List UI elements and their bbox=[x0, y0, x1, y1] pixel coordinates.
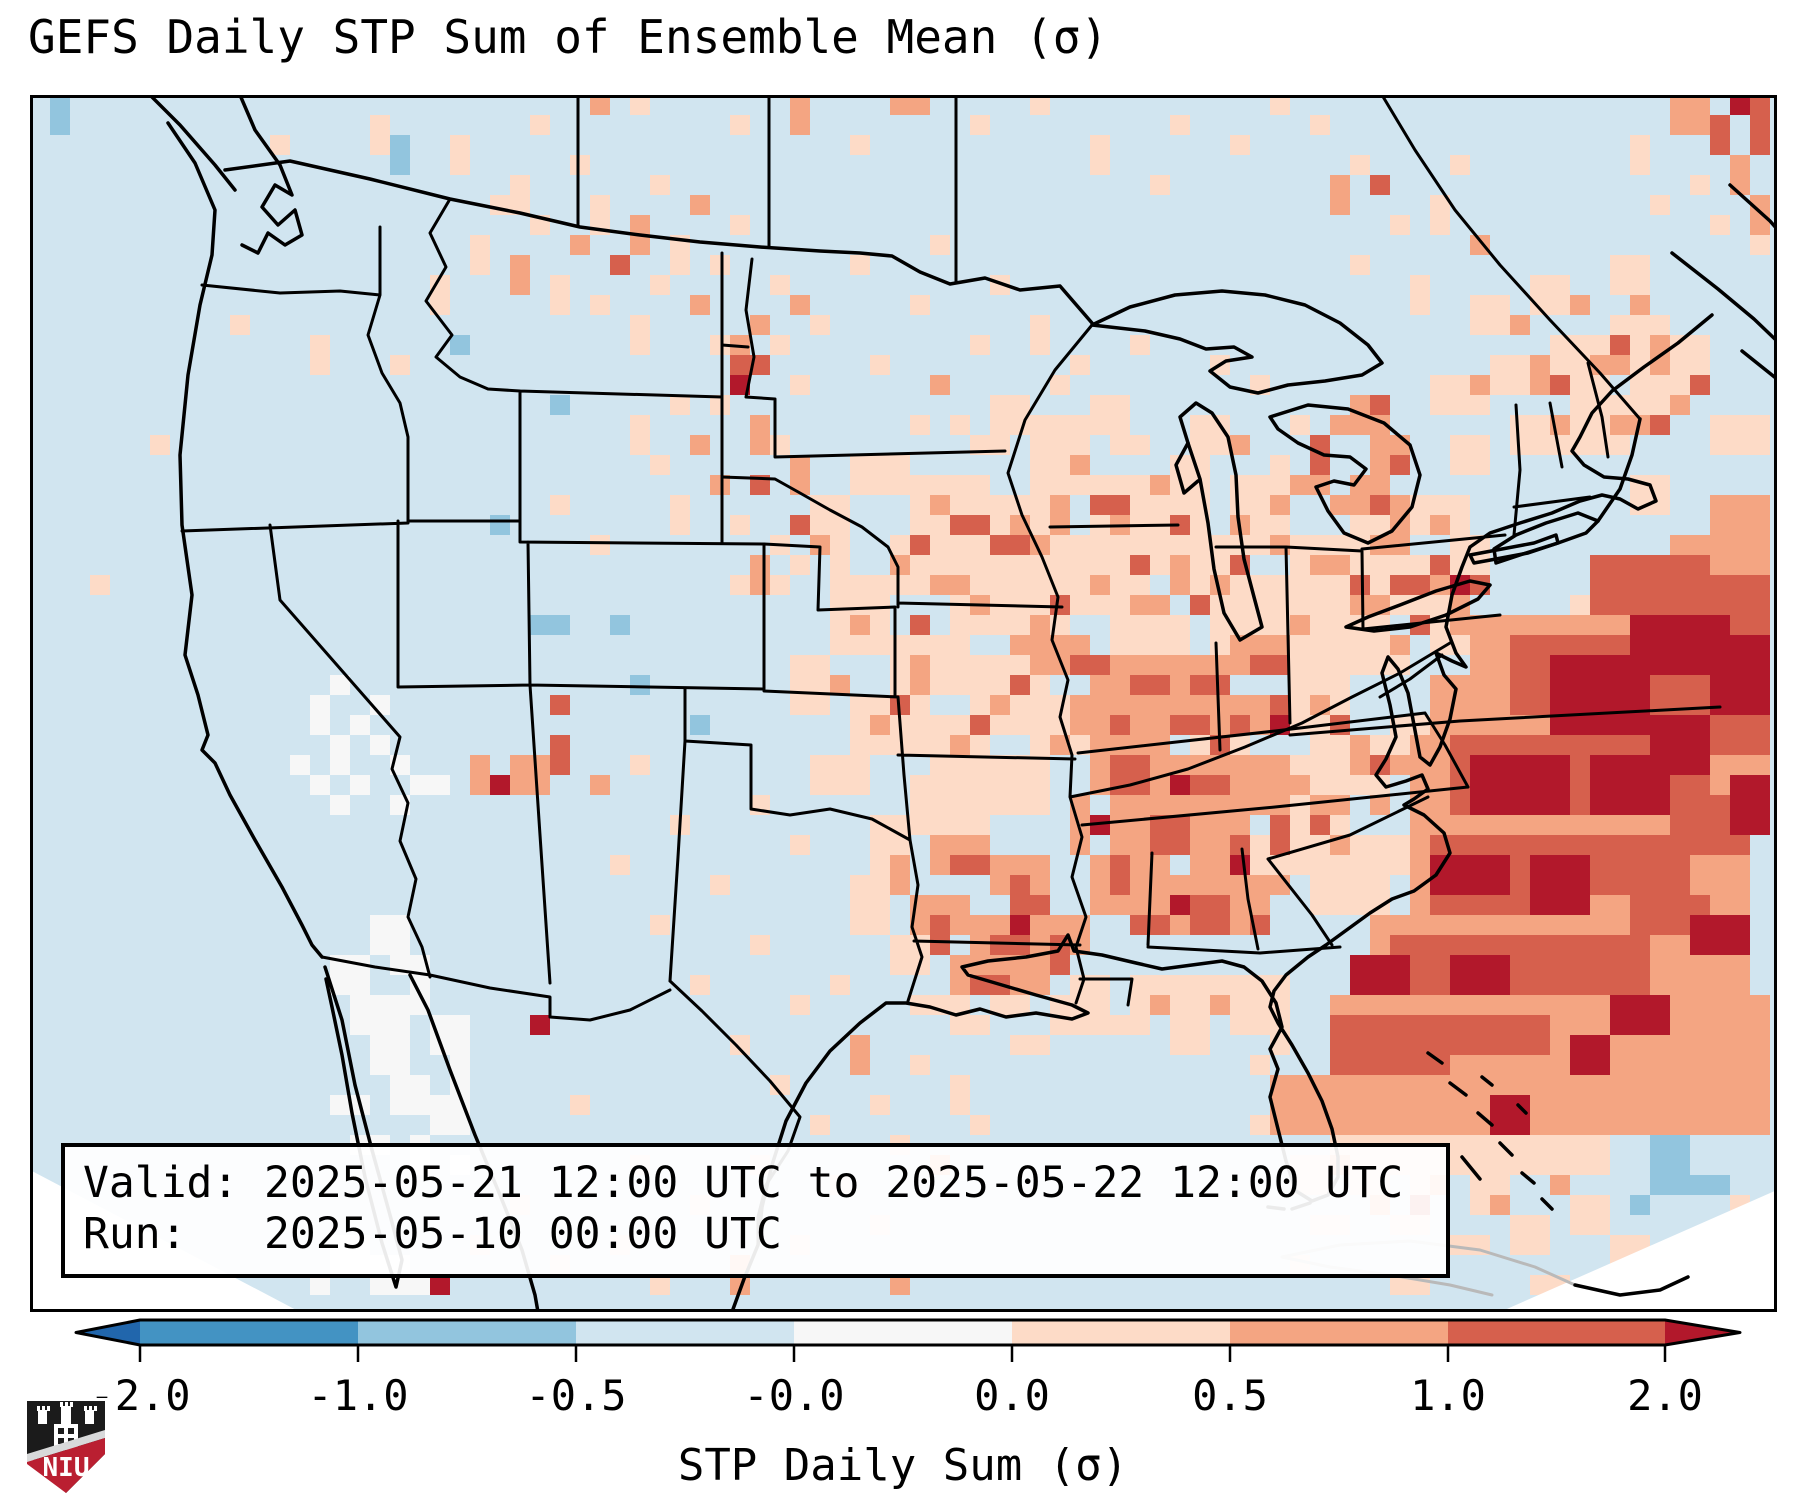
vancouver-island bbox=[148, 93, 237, 192]
colorbar: -2.0 -1.0 -0.5 -0.0 0.0 0.5 1.0 2.0 STP … bbox=[74, 1318, 1742, 1491]
cuba-outline-east bbox=[1573, 1275, 1690, 1297]
mexico-border bbox=[320, 955, 672, 1022]
atlantic-gulf-coast bbox=[730, 313, 1714, 1314]
colorbar-seg-1 bbox=[358, 1320, 576, 1345]
pacific-coast bbox=[166, 121, 324, 959]
coastlines bbox=[148, 93, 1779, 1314]
colorbar-under-arrow bbox=[76, 1320, 140, 1345]
tick-label: -0.0 bbox=[743, 1371, 844, 1420]
figure-title: GEFS Daily STP Sum of Ensemble Mean (σ) bbox=[28, 10, 1109, 64]
puget-sound bbox=[238, 93, 304, 255]
niu-logo-text: NIU bbox=[43, 1453, 90, 1483]
colorbar-segments bbox=[76, 1320, 1740, 1345]
bahamas-islands bbox=[1426, 1051, 1554, 1211]
info-valid-value: 2025-05-21 12:00 UTC to 2025-05-22 12:00… bbox=[264, 1158, 1403, 1208]
st-lawrence-river bbox=[1596, 417, 1642, 523]
colorbar-tick-marks bbox=[138, 1345, 1667, 1362]
state-borders-northeast bbox=[1512, 361, 1610, 537]
niu-shield-icon: NIU bbox=[24, 1398, 108, 1498]
tick-label: 0.0 bbox=[974, 1371, 1050, 1420]
colorbar-seg-2 bbox=[576, 1320, 794, 1345]
shield-red-band bbox=[27, 1438, 105, 1493]
lake-superior bbox=[1090, 289, 1384, 395]
tick-label: 1.0 bbox=[1410, 1371, 1486, 1420]
colorbar-over-arrow bbox=[1665, 1320, 1740, 1345]
baja-peninsula bbox=[323, 965, 404, 1289]
info-box-frame bbox=[61, 1143, 1450, 1278]
tick-label: 0.5 bbox=[1192, 1371, 1268, 1420]
lake-erie bbox=[1344, 579, 1492, 633]
state-borders-west bbox=[180, 197, 766, 985]
lake-ontario bbox=[1492, 511, 1600, 565]
colorbar-seg-6 bbox=[1448, 1320, 1665, 1345]
tick-label: -1.0 bbox=[307, 1371, 408, 1420]
lake-michigan bbox=[1178, 401, 1264, 642]
tick-label: 2.0 bbox=[1627, 1371, 1703, 1420]
info-valid-label: Valid: bbox=[83, 1158, 238, 1208]
niu-logo: NIU bbox=[18, 1392, 114, 1504]
state-borders-south bbox=[1076, 653, 1722, 955]
lake-huron bbox=[1268, 403, 1422, 545]
info-run-label: Run: bbox=[83, 1209, 187, 1259]
colorbar-seg-5 bbox=[1230, 1320, 1448, 1345]
green-bay bbox=[1174, 441, 1200, 495]
state-borders-midwest bbox=[1006, 323, 1507, 1007]
colorbar-tick-labels: -2.0 -1.0 -0.5 -0.0 0.0 0.5 1.0 2.0 bbox=[89, 1371, 1703, 1420]
shield-silver-stripe bbox=[27, 1430, 105, 1462]
colorbar-axis-label: STP Daily Sum (σ) bbox=[678, 1440, 1128, 1491]
colorbar-seg-4 bbox=[1012, 1320, 1230, 1345]
tick-label: -0.5 bbox=[525, 1371, 626, 1420]
colorbar-seg-0 bbox=[140, 1320, 358, 1345]
colorbar-panel: -2.0 -1.0 -0.5 -0.0 0.0 0.5 1.0 2.0 STP … bbox=[0, 1312, 1803, 1506]
province-borders bbox=[576, 93, 1642, 421]
info-box: Valid: 2025-05-21 12:00 UTC to 2025-05-2… bbox=[61, 1143, 1450, 1278]
state-borders-plains bbox=[668, 257, 1082, 1247]
conus-map: Valid: 2025-05-21 12:00 UTC to 2025-05-2… bbox=[30, 93, 1779, 1314]
colorbar-seg-3 bbox=[794, 1320, 1012, 1345]
info-run-value: 2025-05-10 00:00 UTC bbox=[264, 1209, 782, 1259]
map-frame bbox=[30, 95, 1777, 1312]
canada-border bbox=[223, 159, 1094, 325]
map-panel: Valid: 2025-05-21 12:00 UTC to 2025-05-2… bbox=[30, 93, 1779, 1314]
borders bbox=[180, 93, 1722, 1247]
great-lakes bbox=[1090, 289, 1642, 642]
